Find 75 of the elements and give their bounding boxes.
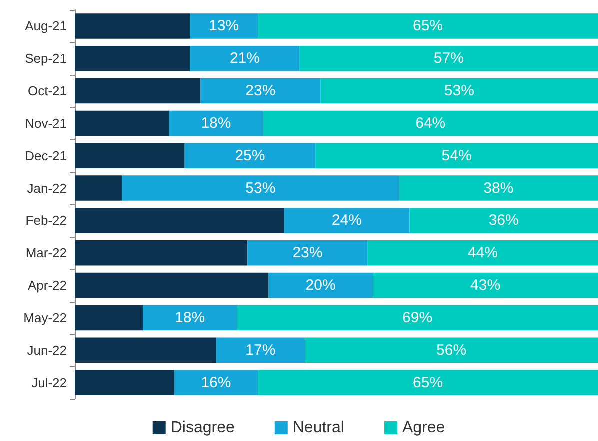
bar: [268, 272, 374, 298]
bar: [75, 240, 248, 266]
bar: [75, 78, 201, 104]
data-label: 23%: [292, 244, 323, 262]
bar: [75, 46, 190, 72]
bar: [190, 14, 258, 39]
y-tick-label: May-22: [24, 310, 67, 326]
bar: [75, 143, 185, 169]
bar: [190, 46, 300, 72]
bar: [316, 143, 598, 169]
bar: [399, 176, 598, 201]
bar: [142, 305, 238, 331]
bar: [237, 305, 598, 331]
bar: [75, 338, 216, 364]
y-tick-label: Jul-22: [32, 375, 67, 390]
data-label: 54%: [442, 147, 472, 164]
bar: [200, 78, 321, 104]
data-label: 57%: [434, 50, 464, 68]
bar: [410, 208, 598, 234]
bar: [174, 370, 258, 396]
data-label: 18%: [201, 114, 232, 132]
data-label: 65%: [413, 374, 444, 392]
bar: [258, 370, 598, 396]
data-label: 23%: [246, 82, 276, 100]
y-tick-label: Sep-21: [25, 51, 67, 66]
data-label: 43%: [470, 277, 501, 294]
bar: [258, 14, 598, 39]
bar: [75, 370, 174, 396]
data-label: 44%: [468, 244, 498, 262]
bar: [305, 338, 598, 364]
y-tick-label: Jan-22: [27, 180, 67, 196]
y-tick-label: Nov-21: [25, 116, 67, 131]
bar: [169, 110, 264, 136]
data-label: 13%: [209, 18, 240, 35]
data-label: 53%: [246, 180, 276, 197]
data-label: 21%: [230, 50, 260, 68]
bar: [320, 78, 598, 104]
bar: [373, 272, 598, 298]
legend-label: Agree: [402, 420, 446, 436]
data-label: 20%: [306, 277, 336, 294]
data-label: 64%: [416, 114, 446, 132]
y-tick-label: Oct-21: [28, 84, 67, 99]
bar: [75, 14, 190, 39]
bar: [300, 46, 598, 72]
y-tick-label: Dec-21: [25, 148, 67, 164]
data-label: 69%: [402, 309, 433, 326]
bar: [75, 176, 122, 201]
data-label: 24%: [332, 212, 362, 230]
bar: [122, 176, 400, 201]
data-label: 25%: [235, 147, 266, 164]
y-tick-label: Jun-22: [27, 342, 67, 358]
data-label: 18%: [175, 309, 206, 326]
y-tick-label: Mar-22: [26, 246, 67, 261]
data-label: 16%: [201, 374, 232, 392]
bar: [75, 305, 143, 331]
data-label: 65%: [413, 18, 444, 35]
data-label: 56%: [436, 342, 467, 359]
legend-label: Neutral: [292, 420, 344, 436]
legend-label: Disagree: [170, 420, 235, 436]
bar: [184, 143, 316, 169]
y-tick-label: Feb-22: [26, 213, 67, 228]
bar: [284, 208, 410, 234]
bar: [216, 338, 306, 364]
bar: [368, 240, 598, 266]
data-label: 53%: [444, 82, 474, 100]
data-label: 17%: [246, 342, 276, 359]
y-tick-label: Apr-22: [28, 278, 67, 294]
bar: [75, 208, 284, 234]
bar: [263, 110, 598, 136]
bar: [75, 110, 170, 136]
y-tick-label: Aug-21: [25, 18, 67, 34]
bar: [75, 272, 269, 298]
bar: [248, 240, 368, 266]
data-label: 38%: [484, 180, 514, 197]
data-label: 36%: [488, 212, 519, 230]
